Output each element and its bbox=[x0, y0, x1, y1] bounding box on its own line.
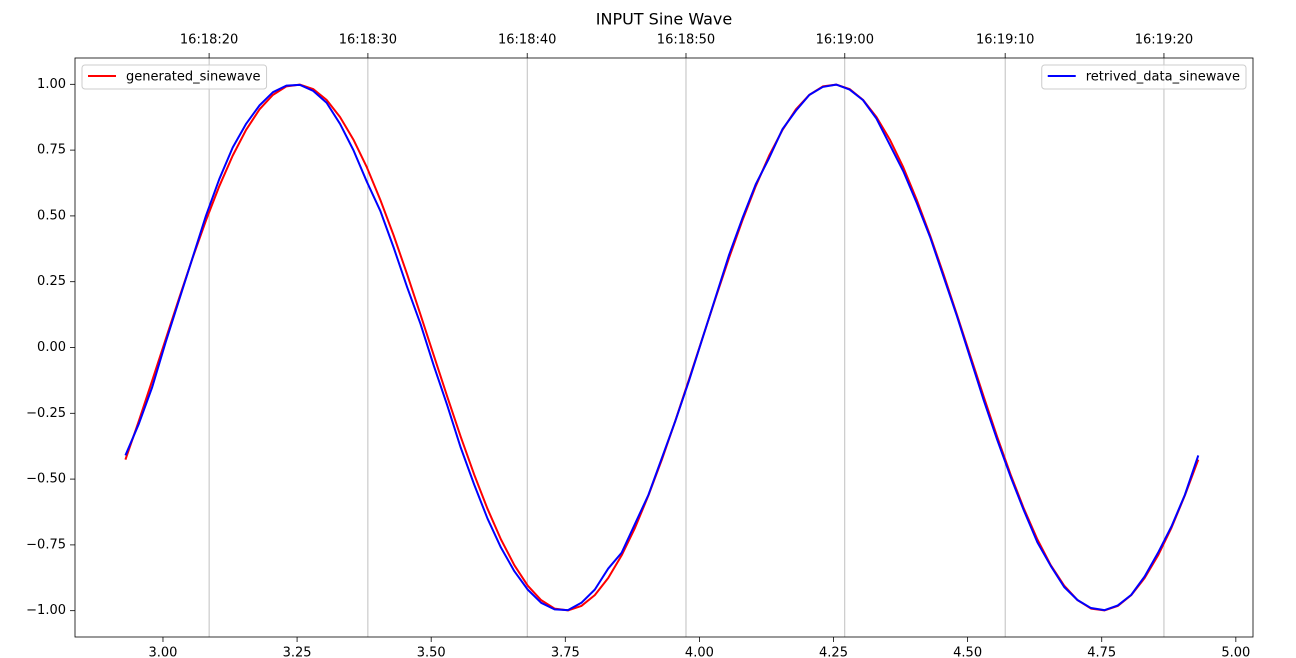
chart-title: INPUT Sine Wave bbox=[596, 10, 733, 29]
x-tick-label: 4.75 bbox=[1087, 646, 1116, 658]
y-tick-label: 0.25 bbox=[37, 274, 66, 289]
axes-frame bbox=[74, 57, 1254, 638]
y-tick-label: 0.50 bbox=[37, 208, 66, 223]
x-tick-label: 4.25 bbox=[819, 646, 848, 658]
x2-tick-label: 16:19:00 bbox=[816, 33, 874, 48]
x-tick-label: 3.25 bbox=[283, 646, 312, 658]
x-tick-label: 3.75 bbox=[551, 646, 580, 658]
x2-tick-label: 16:19:10 bbox=[976, 33, 1034, 48]
x2-tick-label: 16:19:20 bbox=[1135, 33, 1193, 48]
data-line bbox=[124, 83, 1200, 612]
x-tick-label: 4.50 bbox=[953, 646, 982, 658]
y-tick-label: 0.75 bbox=[37, 143, 66, 158]
y-tick-label: −0.25 bbox=[26, 406, 66, 421]
x2-tick-label: 16:18:30 bbox=[339, 33, 397, 48]
legend-box bbox=[1041, 64, 1247, 90]
legend-label: retrived_data_sinewave bbox=[1086, 70, 1240, 85]
x2-tick-label: 16:18:20 bbox=[180, 33, 238, 48]
x-tick-label: 3.00 bbox=[148, 646, 177, 658]
legend: generated_sinewave bbox=[81, 64, 268, 90]
x-tick-label: 5.00 bbox=[1221, 646, 1250, 658]
y-tick-label: −1.00 bbox=[26, 603, 66, 618]
legend-label: generated_sinewave bbox=[126, 70, 261, 85]
x-tick-label: 3.50 bbox=[417, 646, 446, 658]
y-tick-label: −0.50 bbox=[26, 472, 66, 487]
legend: retrived_data_sinewave bbox=[1041, 64, 1247, 90]
x2-tick-label: 16:18:40 bbox=[498, 33, 556, 48]
y-tick-label: −0.75 bbox=[26, 537, 66, 552]
x-tick-label: 4.00 bbox=[685, 646, 714, 658]
y-tick-label: 1.00 bbox=[37, 77, 66, 92]
y-tick-label: 0.00 bbox=[37, 340, 66, 355]
x2-tick-label: 16:18:50 bbox=[657, 33, 715, 48]
legend-box bbox=[81, 64, 268, 90]
data-line bbox=[124, 83, 1200, 612]
